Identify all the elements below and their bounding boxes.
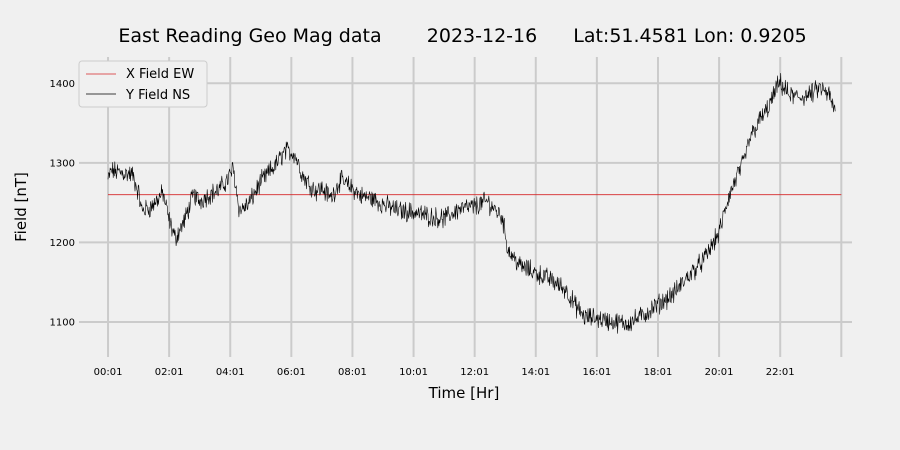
series-line-y-field-ns [107, 73, 836, 334]
y-tick-label: 1100 [50, 317, 75, 328]
x-tick-label: 18:01 [644, 367, 673, 378]
x-axis-label: Time [Hr] [428, 384, 500, 402]
x-tick-label: 14:01 [521, 367, 550, 378]
legend-box [78, 60, 208, 108]
x-tick-label: 06:01 [277, 367, 306, 378]
x-tick-label: 16:01 [582, 367, 611, 378]
y-axis-label: Field [nT] [12, 172, 30, 242]
plot-area [107, 73, 842, 334]
y-tick-label: 1200 [50, 238, 75, 249]
y-tick-label: 1400 [50, 79, 75, 90]
x-tick-label: 02:01 [155, 367, 184, 378]
legend-label-x-field-ew: X Field EW [126, 67, 194, 82]
x-tick-label: 20:01 [705, 367, 734, 378]
tick-labels: 1100 1200 1300 1400 00:01 02:01 04:01 06:01 08:0… [50, 79, 795, 378]
chart-title-location: Lat:51.4581 Lon: 0.9205 [573, 25, 807, 47]
y-tick-label: 1300 [50, 158, 75, 169]
x-tick-label: 22:01 [766, 367, 795, 378]
chart-title-name: East Reading Geo Mag data [118, 25, 381, 47]
x-tick-label: 08:01 [338, 367, 367, 378]
grid [79, 57, 852, 357]
x-tick-label: 12:01 [460, 367, 489, 378]
chart-title-date: 2023-12-16 [427, 25, 537, 47]
legend-label-y-field-ns: Y Field NS [125, 88, 190, 103]
x-tick-label: 04:01 [216, 367, 245, 378]
x-tick-label: 10:01 [399, 367, 428, 378]
x-tick-label: 00:01 [94, 367, 123, 378]
legend: X Field EW Y Field NS [78, 60, 208, 108]
